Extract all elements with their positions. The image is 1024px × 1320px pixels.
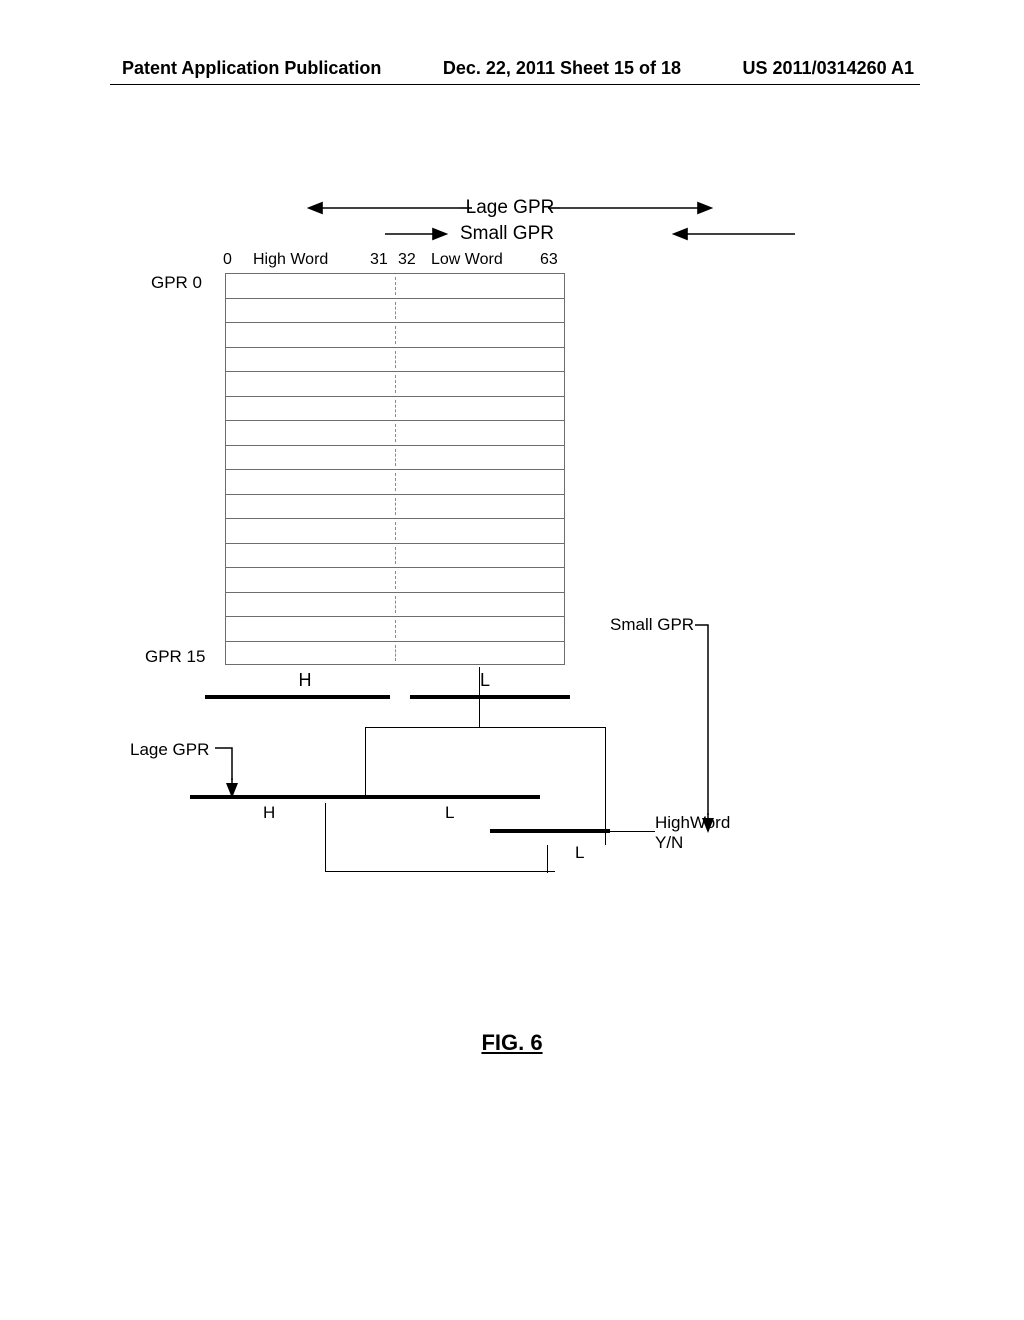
register-row bbox=[225, 641, 565, 666]
header-divider bbox=[110, 84, 920, 85]
register-row bbox=[225, 445, 565, 470]
small-gpr-side-label: Small GPR bbox=[610, 615, 694, 635]
figure-label: FIG. 6 bbox=[0, 1030, 1024, 1056]
connector-v5 bbox=[547, 845, 548, 873]
bit-63: 63 bbox=[540, 251, 558, 269]
connector-v2 bbox=[365, 727, 366, 797]
lage-gpr-lead-icon bbox=[207, 740, 267, 798]
highword-label: HighWord Y/N bbox=[655, 813, 730, 853]
header-left: Patent Application Publication bbox=[122, 58, 381, 79]
register-row bbox=[225, 616, 565, 641]
small-gpr-arrows-icon bbox=[375, 223, 795, 245]
lage-gpr-arrow-row: Lage GPR bbox=[225, 195, 795, 221]
lage-gpr-side-label: Lage GPR bbox=[130, 740, 209, 760]
l-label-1: L bbox=[405, 670, 565, 691]
register-row bbox=[225, 469, 565, 494]
register-row bbox=[225, 543, 565, 568]
register-row bbox=[225, 494, 565, 519]
bit-32: 32 bbox=[398, 251, 416, 269]
register-row bbox=[225, 347, 565, 372]
thick-bar-small bbox=[490, 829, 610, 833]
high-word-label: High Word bbox=[253, 251, 328, 269]
connector-v3 bbox=[605, 727, 606, 845]
register-table bbox=[225, 273, 565, 665]
register-row bbox=[225, 420, 565, 445]
highword-line2: Y/N bbox=[655, 833, 683, 852]
gpr15-label: GPR 15 bbox=[145, 647, 205, 667]
register-row bbox=[225, 371, 565, 396]
h-label-1: H bbox=[225, 670, 385, 691]
top-arrows: Lage GPR Small GPR bbox=[225, 195, 795, 247]
low-word-label: Low Word bbox=[431, 251, 503, 269]
thick-bar-l1 bbox=[410, 695, 570, 699]
connector-v4 bbox=[325, 803, 326, 871]
lage-gpr-label: Lage GPR bbox=[466, 197, 555, 219]
small-gpr-lead-icon bbox=[690, 615, 760, 835]
l-label-3: L bbox=[575, 843, 584, 863]
thick-bar-h1 bbox=[205, 695, 390, 699]
register-row bbox=[225, 396, 565, 421]
connector-v1 bbox=[479, 667, 480, 727]
bit-0: 0 bbox=[223, 251, 232, 269]
register-row bbox=[225, 567, 565, 592]
highword-line1: HighWord bbox=[655, 813, 730, 832]
bit-31: 31 bbox=[370, 251, 388, 269]
header-right: US 2011/0314260 A1 bbox=[743, 58, 914, 79]
h-label-2: H bbox=[263, 803, 275, 823]
connector-h3 bbox=[610, 831, 655, 832]
register-row bbox=[225, 518, 565, 543]
l-label-2: L bbox=[445, 803, 454, 823]
connector-h2 bbox=[325, 871, 555, 872]
header-center: Dec. 22, 2011 Sheet 15 of 18 bbox=[443, 58, 681, 79]
diagram-container: Lage GPR Small GPR 0 High Word 31 32 Low… bbox=[135, 195, 885, 1015]
small-gpr-label: Small GPR bbox=[460, 223, 554, 245]
register-row bbox=[225, 298, 565, 323]
connector-h1 bbox=[365, 727, 605, 728]
small-gpr-arrow-row: Small GPR bbox=[225, 221, 795, 247]
register-row bbox=[225, 273, 565, 298]
gpr0-label: GPR 0 bbox=[151, 273, 202, 293]
page-header: Patent Application Publication Dec. 22, … bbox=[0, 58, 1024, 79]
register-row bbox=[225, 322, 565, 347]
register-row bbox=[225, 592, 565, 617]
